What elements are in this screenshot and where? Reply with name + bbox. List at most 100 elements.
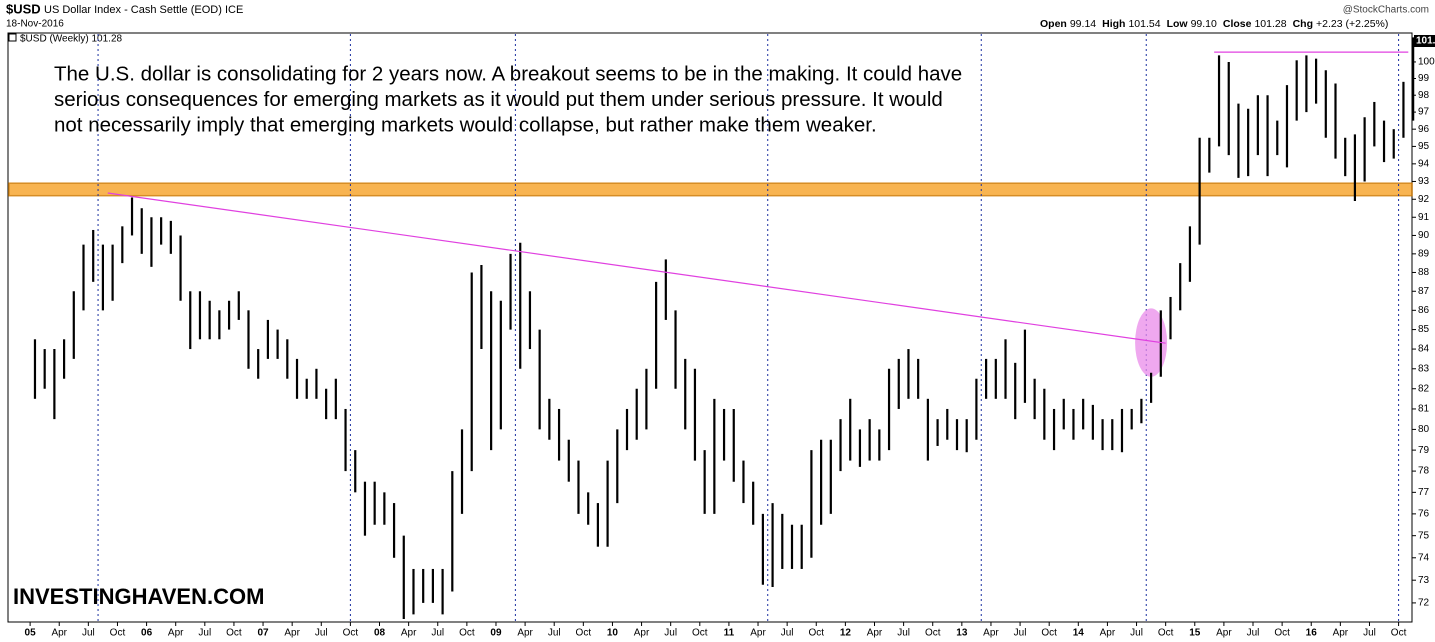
x-tick-label: Apr (983, 628, 999, 639)
x-tick-label: 13 (956, 628, 968, 639)
x-tick-label: Apr (401, 628, 417, 639)
y-tick-label: 91 (1418, 212, 1430, 223)
x-tick-label: Jul (82, 628, 95, 639)
x-tick-label: Apr (1100, 628, 1116, 639)
y-tick-label: 89 (1418, 248, 1430, 259)
x-tick-label: Jul (897, 628, 910, 639)
y-tick-label: 84 (1418, 344, 1430, 355)
source: @StockCharts.com (1343, 5, 1429, 16)
plot-frame (7, 32, 1413, 623)
y-tick-label: 96 (1418, 124, 1430, 135)
y-tick-label: 73 (1418, 575, 1430, 586)
x-tick-label: 05 (25, 628, 37, 639)
breakout-highlight (1135, 308, 1168, 377)
x-tick-label: 15 (1189, 628, 1201, 639)
support-band (8, 182, 1413, 197)
y-tick-label: 94 (1418, 158, 1430, 169)
y-tick-label: 76 (1418, 509, 1430, 520)
x-tick-label: 08 (374, 628, 386, 639)
y-tick-label: 79 (1418, 445, 1430, 456)
y-tick-label: 92 (1418, 194, 1430, 205)
x-tick-label: Oct (1041, 628, 1057, 639)
x-tick-label: Oct (925, 628, 941, 639)
y-tick-label: 95 (1418, 141, 1430, 152)
x-tick-label: Apr (867, 628, 883, 639)
y-tick-label: 97 (1418, 107, 1430, 118)
x-tick-label: 16 (1306, 628, 1318, 639)
quote-value: 101.28 (1254, 18, 1286, 30)
legend-icon (8, 33, 17, 42)
x-tick-label: Oct (459, 628, 475, 639)
x-tick-label: Oct (226, 628, 242, 639)
x-tick-label: Oct (576, 628, 592, 639)
instrument-name: US Dollar Index - Cash Settle (EOD) ICE (44, 4, 243, 16)
x-tick-label: Apr (51, 628, 67, 639)
x-tick-label: 11 (724, 628, 735, 639)
annotation-line: serious consequences for emerging market… (54, 88, 943, 111)
legend: $USD (Weekly) 101.28 (20, 34, 123, 45)
y-tick-label: 78 (1418, 466, 1430, 477)
y-tick-label: 82 (1418, 383, 1430, 394)
y-tick-label: 99 (1418, 73, 1430, 84)
y-tick-label: 90 (1418, 230, 1430, 241)
x-tick-label: Apr (1333, 628, 1349, 639)
x-tick-label: 10 (607, 628, 619, 639)
quote-value: 99.10 (1191, 18, 1217, 30)
x-tick-label: Oct (1158, 628, 1174, 639)
x-tick-label: Apr (284, 628, 300, 639)
x-tick-label: Jul (1363, 628, 1376, 639)
last-price-tag (1414, 35, 1435, 48)
y-tick-label: 83 (1418, 363, 1430, 374)
y-tick-label: 81 (1418, 404, 1430, 415)
x-tick-label: Oct (692, 628, 708, 639)
y-tick-label: 75 (1418, 530, 1430, 541)
x-tick-label: Jul (548, 628, 561, 639)
x-tick-label: Oct (110, 628, 126, 639)
y-tick-label: 93 (1418, 176, 1430, 187)
x-tick-label: Apr (517, 628, 533, 639)
trendline (107, 192, 1166, 344)
y-tick-label: 100 (1418, 57, 1435, 68)
quote-label: Open (1040, 18, 1067, 30)
date: 18-Nov-2016 (6, 19, 64, 30)
x-tick-label: Jul (1014, 628, 1027, 639)
y-tick-label: 87 (1418, 286, 1430, 297)
y-tick-label: 72 (1418, 598, 1430, 609)
x-tick-label: Jul (315, 628, 328, 639)
x-tick-label: 09 (490, 628, 502, 639)
x-tick-label: Oct (1391, 628, 1407, 639)
y-tick-label: 77 (1418, 487, 1430, 498)
x-tick-label: 06 (141, 628, 153, 639)
x-tick-label: Oct (1274, 628, 1290, 639)
y-tick-label: 88 (1418, 267, 1430, 278)
x-tick-label: Apr (1216, 628, 1232, 639)
y-tick-label: 85 (1418, 324, 1430, 335)
quote-label: Close (1223, 18, 1252, 30)
x-tick-label: Jul (1247, 628, 1260, 639)
quote-label: Chg (1293, 18, 1313, 30)
x-tick-label: Jul (1130, 628, 1143, 639)
x-tick-label: Apr (168, 628, 184, 639)
y-tick-label: 74 (1418, 552, 1430, 563)
y-tick-label: 86 (1418, 305, 1430, 316)
quote-label: High (1102, 18, 1125, 30)
y-tick-label: 80 (1418, 424, 1430, 435)
watermark: INVESTINGHAVEN.COM (13, 584, 264, 609)
x-tick-label: 07 (257, 628, 269, 639)
quote-value: 101.54 (1128, 18, 1160, 30)
x-tick-label: Apr (750, 628, 766, 639)
x-tick-label: 14 (1073, 628, 1085, 639)
symbol: $USD (6, 1, 41, 16)
last-price-label: 101.28 (1416, 36, 1435, 47)
y-tick-label: 98 (1418, 90, 1430, 101)
x-tick-label: Apr (634, 628, 650, 639)
quote: Open 99.14 High 101.54 Low 99.10 Close 101.28 Ch… (1040, 18, 1388, 30)
x-tick-label: Jul (198, 628, 211, 639)
x-tick-label: Oct (343, 628, 359, 639)
quote-label: Low (1167, 18, 1189, 30)
x-tick-label: Oct (808, 628, 824, 639)
x-tick-label: 12 (840, 628, 852, 639)
annotation-line: not necessarily imply that emerging mark… (54, 113, 877, 136)
x-tick-label: Jul (431, 628, 444, 639)
